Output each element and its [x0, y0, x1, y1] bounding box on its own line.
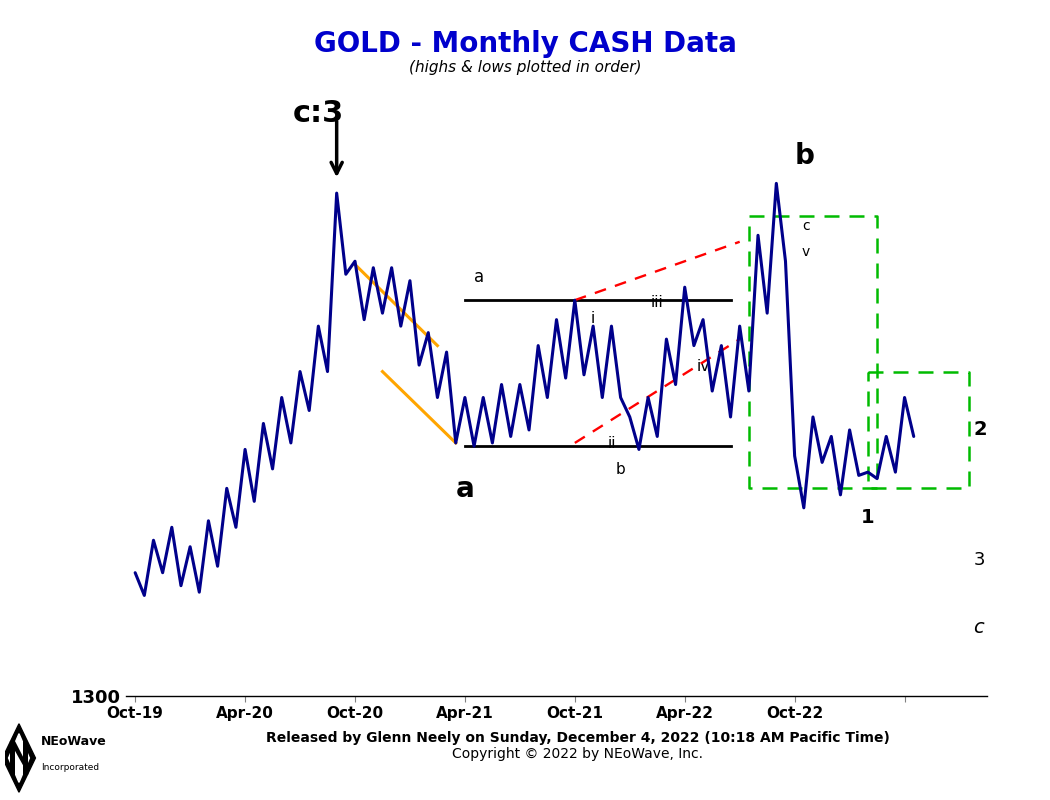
- Polygon shape: [23, 742, 28, 774]
- Text: b: b: [615, 462, 626, 478]
- Text: Copyright © 2022 by NEoWave, Inc.: Copyright © 2022 by NEoWave, Inc.: [452, 746, 704, 761]
- Polygon shape: [9, 742, 15, 774]
- Text: 3: 3: [973, 550, 985, 569]
- Text: iv: iv: [696, 358, 710, 374]
- Text: NEoWave: NEoWave: [41, 734, 107, 748]
- Text: (highs & lows plotted in order): (highs & lows plotted in order): [408, 60, 642, 75]
- Polygon shape: [2, 724, 36, 792]
- Text: Released by Glenn Neely on Sunday, December 4, 2022 (10:18 AM Pacific Time): Released by Glenn Neely on Sunday, Decem…: [266, 731, 889, 746]
- Text: 1: 1: [861, 508, 875, 527]
- Text: c: c: [973, 618, 984, 638]
- Text: ii: ii: [607, 437, 615, 451]
- Text: c:3: c:3: [293, 99, 344, 128]
- Text: v: v: [802, 245, 811, 258]
- Text: i: i: [591, 311, 595, 326]
- Text: 2: 2: [973, 421, 987, 439]
- Text: a: a: [474, 268, 484, 286]
- Text: iii: iii: [651, 295, 664, 310]
- Polygon shape: [8, 734, 29, 782]
- Polygon shape: [9, 742, 28, 774]
- Text: a: a: [456, 475, 475, 503]
- Text: GOLD - Monthly CASH Data: GOLD - Monthly CASH Data: [314, 30, 736, 58]
- Text: Incorporated: Incorporated: [41, 762, 99, 772]
- Text: b: b: [795, 142, 815, 170]
- Text: c: c: [802, 218, 810, 233]
